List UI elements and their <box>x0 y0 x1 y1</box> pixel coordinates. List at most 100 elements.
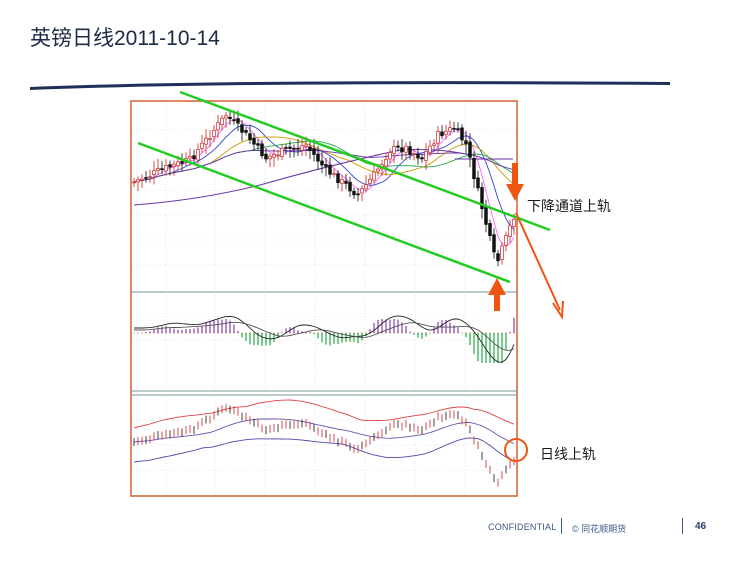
chart-gridlines <box>133 103 515 494</box>
price-candle <box>360 188 364 194</box>
price-candle <box>508 225 512 237</box>
price-candle <box>348 181 352 192</box>
price-candle <box>396 145 400 148</box>
price-candle <box>256 143 260 146</box>
bollinger-band-line <box>133 418 515 445</box>
price-candle <box>404 145 408 153</box>
price-candle <box>392 146 396 154</box>
moving-average-line <box>133 149 515 183</box>
price-candle <box>260 143 264 157</box>
price-candle <box>188 156 192 159</box>
price-candle <box>368 178 372 184</box>
bollinger-highlight-circle <box>504 438 528 462</box>
price-candle <box>208 138 212 140</box>
price-candle <box>284 147 288 149</box>
price-candle <box>384 158 388 167</box>
page-number: 46 <box>695 521 707 532</box>
price-candle <box>464 140 468 145</box>
price-candle <box>316 153 320 162</box>
price-candle <box>304 144 308 147</box>
down-arrow-icon <box>506 163 524 201</box>
price-candle <box>136 179 140 183</box>
price-candle <box>308 146 312 151</box>
footer-divider <box>682 518 683 534</box>
price-candle <box>152 170 156 175</box>
price-candle <box>344 180 348 184</box>
price-candle <box>336 173 340 184</box>
page-title: 英镑日线2011-10-14 <box>30 27 220 50</box>
price-candle <box>196 149 200 161</box>
price-candle <box>468 141 472 158</box>
price-candle <box>212 130 216 137</box>
price-candle <box>216 122 220 131</box>
price-candle <box>200 142 204 149</box>
price-candle <box>400 147 404 153</box>
projection-arrow <box>515 212 564 321</box>
price-candle <box>236 118 240 124</box>
bollinger-band-line <box>133 437 515 463</box>
price-candle <box>500 245 504 260</box>
price-candle <box>132 181 136 184</box>
price-candle <box>252 137 256 145</box>
macd-panel <box>133 315 515 363</box>
price-candle <box>448 127 452 132</box>
bollinger-panel <box>133 399 515 487</box>
macd-line <box>134 321 515 351</box>
price-candle <box>452 127 456 130</box>
price-candle <box>420 157 424 160</box>
price-candle <box>504 234 508 246</box>
up-arrow-icon <box>488 278 506 311</box>
price-candle <box>276 154 280 157</box>
moving-average-line <box>133 124 515 230</box>
price-candle <box>456 128 460 130</box>
footer-divider <box>561 518 562 534</box>
price-candle <box>412 153 416 155</box>
macd-line <box>134 315 515 363</box>
price-candle <box>148 176 152 178</box>
price-candle <box>176 161 180 167</box>
price-candle <box>488 223 492 237</box>
price-candle <box>332 173 336 175</box>
moving-average-lines <box>133 118 515 247</box>
price-candle <box>244 130 248 133</box>
price-candle <box>172 163 176 167</box>
daily-upper-label: 日线上轨 <box>540 446 596 462</box>
price-candle <box>296 147 300 150</box>
channel-upper-label: 下降通道上轨 <box>527 198 611 214</box>
price-candle <box>228 116 232 120</box>
price-candle <box>376 168 380 172</box>
price-candle <box>300 145 304 151</box>
long-ma-curve <box>133 149 471 206</box>
price-candle <box>232 119 236 122</box>
price-candle <box>388 152 392 160</box>
price-candle <box>432 143 436 146</box>
price-candle <box>440 131 444 137</box>
price-candle <box>192 155 196 159</box>
price-candle <box>352 190 356 196</box>
price-candle <box>224 115 228 119</box>
price-candle <box>428 145 432 154</box>
price-candle <box>240 124 244 133</box>
footer-confidential: CONFIDENTIAL <box>488 522 557 532</box>
chart-frame <box>130 100 518 497</box>
channel-upper-line <box>179 90 551 232</box>
channel-lower-line <box>137 141 511 284</box>
price-candle <box>476 177 480 189</box>
price-candle <box>168 164 172 168</box>
price-candle <box>496 253 500 262</box>
price-candle <box>356 193 360 196</box>
price-candle <box>156 168 160 171</box>
price-candle <box>292 147 296 150</box>
price-candle <box>140 178 144 181</box>
price-candle <box>312 148 316 155</box>
price-candle <box>472 157 476 180</box>
price-candle <box>204 137 208 145</box>
price-candle <box>364 184 368 190</box>
price-candle <box>408 146 412 155</box>
price-candle <box>268 155 272 160</box>
price-candle <box>372 171 376 181</box>
price-candle <box>288 146 292 149</box>
price-candle <box>460 127 464 141</box>
price-candle <box>320 160 324 166</box>
price-candle <box>280 147 284 157</box>
